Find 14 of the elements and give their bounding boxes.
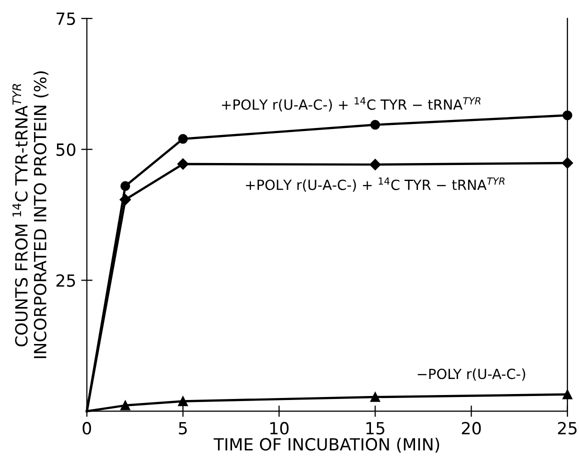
y-tick-label: 50 bbox=[56, 143, 76, 156]
y-tick-label: 75 bbox=[56, 12, 75, 26]
x-tick-label: 20 bbox=[462, 422, 481, 434]
y-axis-title: COUNTS FROM $^{14}$C TYR-tRNA$^{TYR}$ INCORPORATED INTO PROTEIN (%) bbox=[12, 71, 48, 358]
x-tick-label: 5 bbox=[178, 422, 187, 434]
series-label: −POLY r(U-A-C-) bbox=[418, 368, 526, 381]
x-tick-label: 0 bbox=[82, 422, 92, 434]
x-tick-label: 25 bbox=[558, 422, 577, 434]
y-tick-label: 25 bbox=[56, 274, 75, 287]
x-tick-label: 10 bbox=[270, 422, 289, 434]
x-tick-label: 15 bbox=[366, 422, 384, 434]
x-axis-title: TIME OF INCUBATION (MIN) bbox=[214, 438, 440, 453]
series-label: +POLY r(U-A-C-) + $^{14}$C TYR − tRNA$^{TYR}$ bbox=[246, 178, 504, 192]
series-label: +POLY r(U-A-C-) + $^{14}$C TYR − tRNA$^{TYR}$ bbox=[222, 97, 480, 112]
